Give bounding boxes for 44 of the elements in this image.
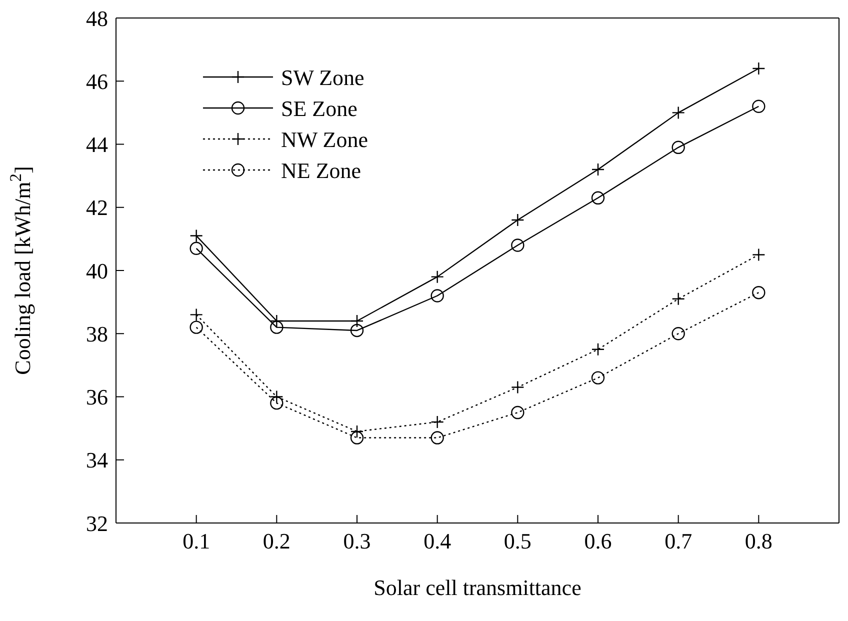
x-tick-label: 0.8 [744, 528, 772, 554]
legend-label: SW Zone [281, 65, 364, 90]
x-tick-label: 0.5 [504, 528, 532, 554]
y-tick-label: 36 [86, 384, 108, 410]
y-tick-label: 40 [86, 258, 108, 284]
point [752, 62, 766, 76]
point [591, 191, 605, 205]
point [511, 238, 524, 252]
point [190, 320, 203, 334]
point [430, 431, 444, 444]
x-tick-label: 0.4 [424, 528, 452, 554]
point [270, 320, 284, 334]
point [430, 289, 444, 302]
point [752, 286, 766, 300]
point [350, 324, 364, 338]
legend-label: NW Zone [281, 127, 368, 152]
x-tick-label: 0.7 [664, 528, 692, 554]
point [190, 242, 203, 256]
y-tick-label: 42 [86, 195, 108, 220]
point [672, 327, 685, 340]
x-tick-label: 0.6 [584, 528, 612, 554]
legend-label: SE Zone [281, 96, 358, 121]
y-tick-label: 32 [86, 510, 108, 536]
x-tick-label: 0.2 [262, 528, 290, 554]
point [350, 424, 364, 438]
legend-label: NE Zone [281, 158, 362, 183]
x-tick-label: 0.3 [343, 528, 371, 554]
point [511, 406, 524, 420]
point [752, 100, 766, 113]
x-axis-title: Solar cell transmittance [374, 575, 582, 600]
y-tick-label: 44 [86, 132, 108, 158]
point [591, 162, 605, 176]
y-tick-label: 46 [86, 68, 108, 94]
y-tick-label: 34 [86, 448, 108, 473]
point [591, 342, 605, 356]
y-tick-label: 38 [86, 321, 108, 346]
point [430, 415, 444, 429]
y-tick-label: 48 [86, 6, 108, 31]
point [350, 431, 364, 444]
point [511, 213, 524, 227]
point [591, 371, 605, 384]
x-tick-label: 0.1 [182, 528, 210, 554]
point [270, 396, 284, 410]
point [672, 140, 685, 154]
